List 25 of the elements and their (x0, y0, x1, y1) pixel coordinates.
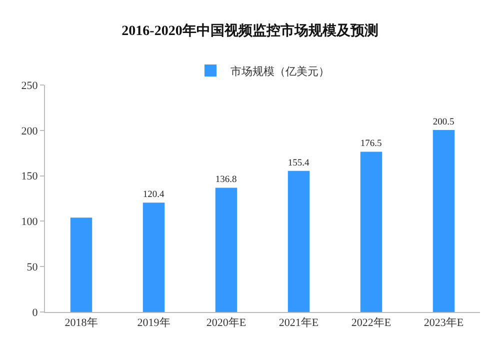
data-label: 155.4 (288, 158, 310, 168)
x-tick-label: 2018年 (64, 317, 98, 330)
legend-label: 市场规模（亿美元） (230, 64, 330, 78)
bar (215, 188, 238, 312)
x-tick-label: 2019年 (137, 317, 170, 330)
x-tick-label: 2020年E (206, 317, 246, 330)
data-label: 136.8 (215, 175, 237, 186)
data-label: 120.4 (142, 190, 164, 200)
data-label: 176.5 (360, 139, 382, 150)
y-tick-label: 100 (21, 216, 38, 228)
bar (70, 218, 92, 312)
chart-title: 2016-2020年中国视频监控市场规模及预测 (122, 22, 378, 40)
y-tick-label: 150 (21, 170, 38, 183)
y-tick-label: 250 (21, 80, 38, 92)
y-tick-label: 200 (21, 125, 38, 138)
y-tick-label: 0 (32, 306, 38, 319)
bar (432, 130, 455, 312)
x-tick-label: 2021年E (278, 317, 319, 330)
y-tick-label: 50 (26, 261, 38, 274)
bar (142, 202, 165, 312)
x-tick-label: 2023年E (424, 317, 464, 330)
bar (288, 170, 310, 312)
data-label: 200.5 (432, 117, 454, 128)
x-tick-label: 2022年E (351, 317, 392, 330)
bar (360, 152, 382, 312)
